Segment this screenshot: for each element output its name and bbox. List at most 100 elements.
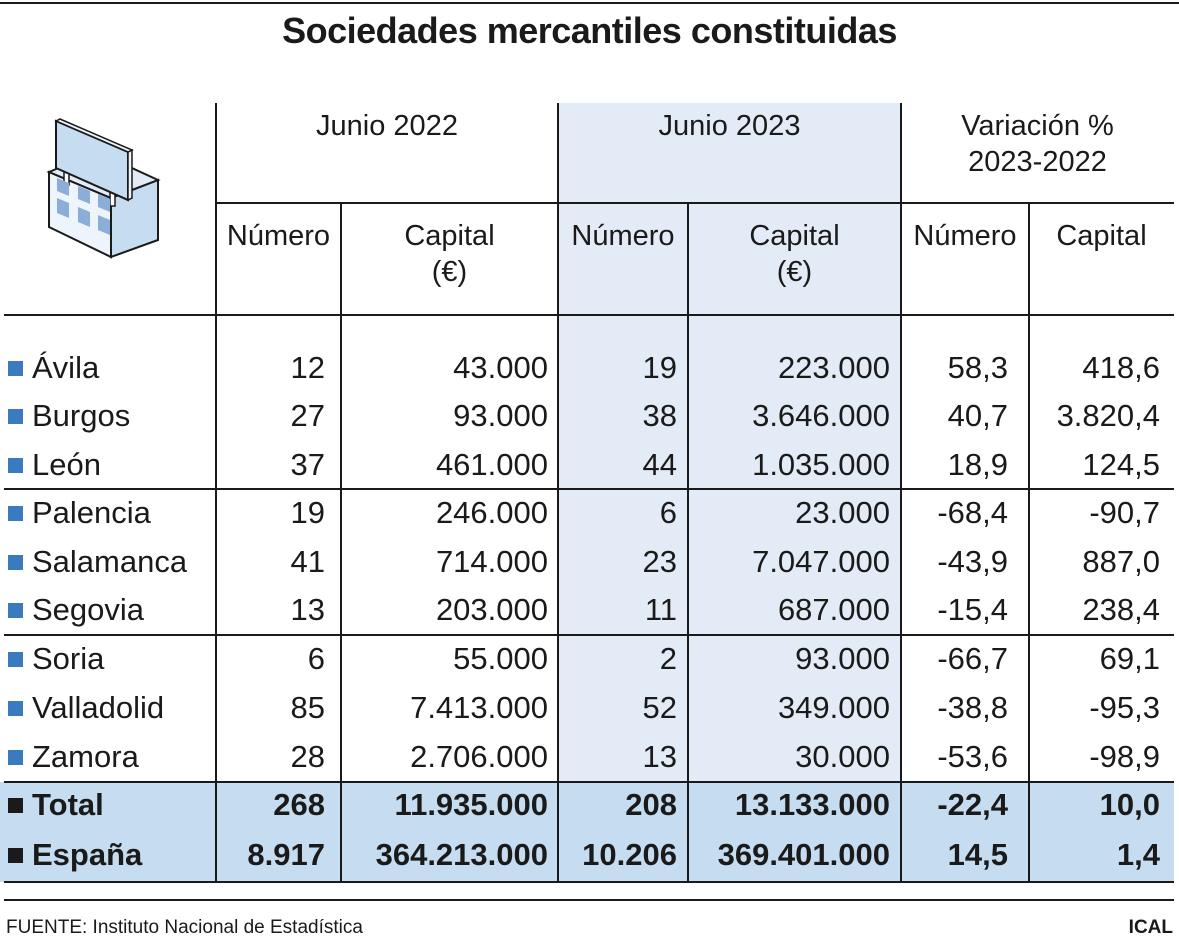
- row-label-text: España: [32, 837, 143, 872]
- header-euro-label: (€): [431, 256, 468, 288]
- col-divider: [215, 103, 217, 882]
- table-cell: 8.917: [247, 837, 325, 872]
- table-cell: 2.706.000: [410, 739, 548, 774]
- row-label-text: Salamanca: [32, 544, 188, 579]
- table-cell: -98,9: [1089, 739, 1160, 774]
- table-cell: 14,5: [947, 837, 1008, 872]
- table-cell: 10.206: [582, 837, 677, 872]
- table-cell: 23: [642, 544, 677, 579]
- group-divider: [4, 488, 1174, 490]
- row-label: Palencia: [8, 493, 151, 533]
- office-building-with-sign-icon: [46, 118, 161, 259]
- table-cell: 6: [307, 641, 325, 676]
- table-cell: 55.000: [453, 641, 548, 676]
- table-cell: 246.000: [435, 495, 548, 530]
- table-cell: -68,4: [937, 495, 1008, 530]
- row-label-text: Burgos: [32, 398, 131, 433]
- row-label: Ávila: [8, 348, 99, 388]
- table-cell: -43,9: [937, 544, 1008, 579]
- bullet-square-icon: [8, 554, 23, 570]
- row-label: León: [8, 445, 101, 485]
- header-euro-label: (€): [776, 256, 813, 288]
- header-numero-2023: Número: [571, 220, 675, 252]
- table-cell: 1,4: [1116, 837, 1160, 872]
- table-cell: 203.000: [435, 592, 548, 627]
- row-label: Burgos: [8, 396, 130, 436]
- bullet-square-icon: [8, 700, 23, 716]
- bullet-square-icon: [8, 408, 23, 424]
- table-cell: 223.000: [777, 350, 890, 385]
- table-cell: 11.935.000: [394, 787, 548, 822]
- col-divider: [557, 103, 559, 882]
- header-numero-var: Número: [913, 220, 1017, 252]
- table-cell: 30.000: [795, 739, 890, 774]
- table-cell: 58,3: [947, 350, 1008, 385]
- header-capital-2023: Capital (€): [688, 218, 901, 290]
- table-cell: 10,0: [1099, 787, 1160, 822]
- row-label: Salamanca: [8, 542, 187, 582]
- table-cell: 238,4: [1082, 592, 1160, 627]
- source-note: FUENTE: Instituto Nacional de Estadístic…: [6, 917, 363, 938]
- col-divider: [687, 203, 689, 882]
- table-cell: 418,6: [1082, 350, 1160, 385]
- table-cell: 7.047.000: [752, 544, 890, 579]
- table-cell: 43.000: [453, 350, 548, 385]
- table-cell: 18,9: [947, 447, 1008, 482]
- col-divider: [340, 203, 342, 882]
- brand-logo: ICAL: [1128, 917, 1173, 938]
- header-junio-2022: Junio 2022: [316, 110, 458, 142]
- row-label-text: Valladolid: [32, 690, 165, 725]
- table-cell: -66,7: [937, 641, 1008, 676]
- bullet-square-icon: [8, 602, 23, 618]
- table-cell: 3.820,4: [1056, 398, 1160, 433]
- bullet-square-icon: [8, 360, 23, 376]
- header-capital-label: Capital: [404, 220, 495, 252]
- table-cell: 364.213.000: [375, 837, 548, 872]
- table-cell: 208: [625, 787, 677, 822]
- row-label: Segovia: [8, 590, 144, 630]
- table-cell: 44: [642, 447, 677, 482]
- chart-title: Sociedades mercantiles constituidas: [282, 10, 897, 51]
- table-cell: 93.000: [795, 641, 890, 676]
- header-junio-2023: Junio 2023: [658, 110, 801, 142]
- header-divider: [216, 202, 1174, 204]
- table-cell: -38,8: [937, 690, 1008, 725]
- table-cell: 461.000: [435, 447, 548, 482]
- junio-2023-shade: [558, 103, 901, 782]
- table-cell: -22,4: [937, 787, 1008, 822]
- table-cell: 11: [644, 592, 677, 627]
- table-cell: 369.401.000: [717, 837, 890, 872]
- header-variacion-line1: Variación %: [961, 110, 1114, 142]
- header-capital-var: Capital: [1056, 220, 1147, 252]
- table-cell: 85: [290, 690, 325, 725]
- table-cell: 13.133.000: [734, 787, 890, 822]
- row-label-text: Ávila: [32, 350, 100, 385]
- top-rule: [0, 2, 1179, 4]
- header-capital-label: Capital: [749, 220, 840, 252]
- row-label-text: Palencia: [32, 495, 151, 530]
- table-cell: 41: [290, 544, 325, 579]
- row-label: España: [8, 835, 142, 875]
- header-variacion-line2: 2023-2022: [968, 146, 1107, 178]
- table-cell: 124,5: [1082, 447, 1160, 482]
- col-divider: [1028, 203, 1030, 882]
- table-cell: 3.646.000: [752, 398, 890, 433]
- bullet-square-icon: [8, 749, 23, 765]
- header-numero-2022: Número: [226, 220, 331, 252]
- bullet-square-icon: [8, 651, 23, 667]
- table-cell: -15,4: [937, 592, 1008, 627]
- table-cell: 2: [659, 641, 677, 676]
- row-label: Valladolid: [8, 688, 164, 728]
- table-cell: 52: [642, 690, 677, 725]
- group-divider: [4, 634, 1174, 636]
- table-cell: -95,3: [1089, 690, 1160, 725]
- row-label: Total: [8, 785, 104, 825]
- header-bottom-rule: [4, 314, 1174, 316]
- table-cell: -90,7: [1089, 495, 1160, 530]
- bullet-square-icon: [8, 505, 23, 521]
- table-cell: 1.035.000: [752, 447, 890, 482]
- table-cell: 19: [642, 350, 677, 385]
- bullet-square-icon: [8, 797, 23, 813]
- table-cell: 13: [642, 739, 677, 774]
- table-cell: 37: [290, 447, 325, 482]
